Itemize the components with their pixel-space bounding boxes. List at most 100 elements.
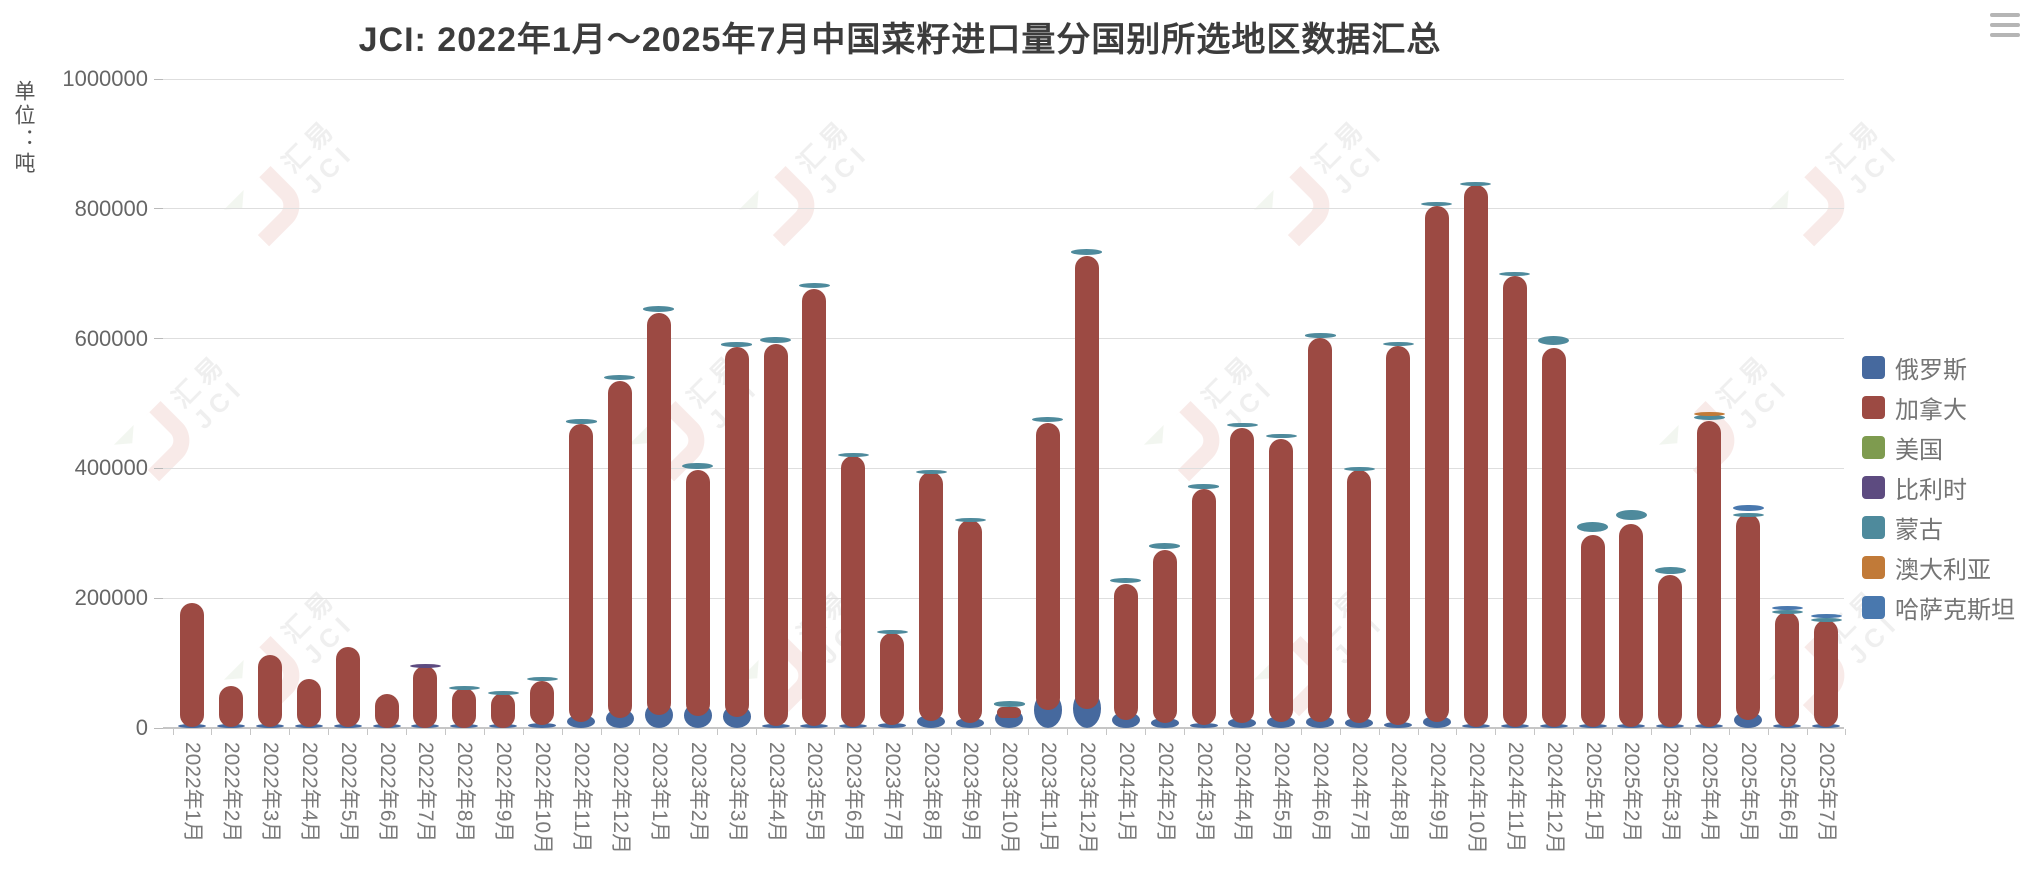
bar-segment-russia[interactable] bbox=[1150, 718, 1179, 728]
bar-segment-canada[interactable] bbox=[1697, 421, 1722, 728]
bar-segment-russia[interactable] bbox=[1267, 716, 1296, 728]
bar-segment-canada[interactable] bbox=[218, 686, 243, 728]
bar-segment-canada[interactable] bbox=[1035, 422, 1060, 711]
hamburger-menu-icon[interactable] bbox=[1990, 13, 2020, 37]
bar-segment-mongolia[interactable] bbox=[721, 342, 753, 347]
bar-segment-mongolia[interactable] bbox=[682, 462, 714, 470]
legend-item-2[interactable]: 美国 bbox=[1862, 432, 2015, 464]
bar-segment-canada[interactable] bbox=[1074, 255, 1099, 709]
legend-item-1[interactable]: 加拿大 bbox=[1862, 392, 2015, 424]
bar-segment-mongolia[interactable] bbox=[1032, 417, 1064, 423]
bar-segment-canada[interactable] bbox=[452, 687, 477, 728]
bar-segment-canada[interactable] bbox=[958, 520, 983, 724]
bar-segment-russia[interactable] bbox=[1189, 722, 1218, 728]
bar-segment-mongolia[interactable] bbox=[448, 685, 480, 690]
bar-segment-mongolia[interactable] bbox=[1071, 248, 1103, 255]
bar-segment-canada[interactable] bbox=[296, 679, 321, 728]
bar-segment-mongolia[interactable] bbox=[565, 419, 597, 424]
bar-segment-mongolia[interactable] bbox=[1188, 484, 1220, 489]
bar-segment-mongolia[interactable] bbox=[1421, 202, 1453, 207]
bar-segment-canada[interactable] bbox=[880, 632, 905, 726]
bar-segment-mongolia[interactable] bbox=[1538, 336, 1570, 346]
bar-segment-mongolia[interactable] bbox=[993, 701, 1025, 707]
bar-segment-canada[interactable] bbox=[1619, 523, 1644, 728]
bar-segment-canada[interactable] bbox=[491, 692, 516, 728]
bar-segment-russia[interactable] bbox=[1306, 716, 1335, 728]
bar-segment-mongolia[interactable] bbox=[1149, 542, 1181, 549]
bar-segment-canada[interactable] bbox=[685, 470, 710, 716]
bar-segment-mongolia[interactable] bbox=[1615, 509, 1647, 521]
bar-segment-canada[interactable] bbox=[1308, 337, 1333, 723]
bar-segment-russia[interactable] bbox=[1345, 718, 1374, 728]
bar-segment-canada[interactable] bbox=[1386, 345, 1411, 725]
bar-segment-canada[interactable] bbox=[802, 288, 827, 727]
bar-segment-mongolia[interactable] bbox=[1810, 617, 1842, 622]
bar-segment-canada[interactable] bbox=[335, 646, 360, 728]
bar-segment-mongolia[interactable] bbox=[837, 452, 869, 457]
bar-segment-russia[interactable] bbox=[800, 724, 829, 728]
bar-segment-canada[interactable] bbox=[569, 424, 594, 722]
bar-segment-canada[interactable] bbox=[1152, 549, 1177, 724]
bar-segment-canada[interactable] bbox=[257, 655, 282, 728]
bar-segment-mongolia[interactable] bbox=[1343, 467, 1375, 472]
bar-segment-mongolia[interactable] bbox=[1654, 566, 1686, 574]
bar-segment-mongolia[interactable] bbox=[1771, 609, 1803, 614]
bar-segment-russia[interactable] bbox=[1228, 718, 1257, 728]
bar-segment-mongolia[interactable] bbox=[915, 469, 947, 474]
bar-segment-canada[interactable] bbox=[607, 380, 632, 719]
bar-segment-canada[interactable] bbox=[1347, 470, 1372, 724]
bar-segment-mongolia[interactable] bbox=[1265, 433, 1297, 439]
bar-segment-mongolia[interactable] bbox=[798, 282, 830, 289]
bar-segment-australia[interactable] bbox=[1693, 411, 1725, 416]
bar-segment-mongolia[interactable] bbox=[604, 374, 636, 381]
bar-segment-canada[interactable] bbox=[1113, 583, 1138, 720]
bar-segment-mongolia[interactable] bbox=[1110, 578, 1142, 584]
bar-segment-canada[interactable] bbox=[374, 693, 399, 728]
bar-segment-canada[interactable] bbox=[1424, 206, 1449, 723]
bar-segment-mongolia[interactable] bbox=[526, 677, 558, 682]
bar-segment-mongolia[interactable] bbox=[760, 336, 792, 344]
bar-segment-canada[interactable] bbox=[1463, 185, 1488, 727]
legend-item-5[interactable]: 澳大利亚 bbox=[1862, 552, 2015, 584]
bar-segment-canada[interactable] bbox=[763, 344, 788, 727]
bar-segment-canada[interactable] bbox=[724, 347, 749, 717]
bar-segment-canada[interactable] bbox=[646, 312, 671, 715]
bar-segment-russia[interactable] bbox=[878, 722, 907, 728]
bar-segment-canada[interactable] bbox=[1814, 620, 1838, 728]
bar-segment-canada[interactable] bbox=[1580, 534, 1605, 728]
bar-segment-mongolia[interactable] bbox=[1460, 181, 1492, 186]
bar-segment-mongolia[interactable] bbox=[1577, 521, 1609, 532]
bar-segment-canada[interactable] bbox=[413, 666, 438, 728]
bar-segment-canada[interactable] bbox=[1230, 427, 1255, 724]
bar-segment-mongolia[interactable] bbox=[1693, 415, 1725, 421]
bar-segment-canada[interactable] bbox=[180, 603, 204, 728]
bar-segment-mongolia[interactable] bbox=[954, 517, 986, 522]
legend-item-3[interactable]: 比利时 bbox=[1862, 472, 2015, 504]
bar-segment-canada[interactable] bbox=[997, 707, 1021, 719]
bar-segment-mongolia[interactable] bbox=[643, 305, 675, 312]
bar-segment-canada[interactable] bbox=[1269, 438, 1294, 723]
bar-segment-russia[interactable] bbox=[1422, 716, 1451, 728]
bar-segment-canada[interactable] bbox=[1658, 575, 1683, 728]
bar-segment-russia[interactable] bbox=[956, 718, 985, 728]
bar-segment-kazakhstan[interactable] bbox=[1771, 605, 1803, 610]
bar-segment-belgium[interactable] bbox=[409, 663, 441, 668]
bar-segment-mongolia[interactable] bbox=[1382, 342, 1414, 347]
legend-item-6[interactable]: 哈萨克斯坦 bbox=[1862, 592, 2015, 624]
bar-segment-kazakhstan[interactable] bbox=[1810, 613, 1842, 618]
bar-segment-canada[interactable] bbox=[530, 680, 555, 726]
bar-segment-canada[interactable] bbox=[1736, 514, 1761, 720]
bar-segment-mongolia[interactable] bbox=[1226, 422, 1258, 428]
bar-segment-mongolia[interactable] bbox=[1499, 271, 1531, 276]
bar-segment-russia[interactable] bbox=[528, 722, 557, 728]
bar-segment-mongolia[interactable] bbox=[487, 691, 519, 695]
bar-segment-mongolia[interactable] bbox=[1732, 512, 1764, 517]
legend-item-0[interactable]: 俄罗斯 bbox=[1862, 352, 2015, 384]
bar-segment-mongolia[interactable] bbox=[876, 630, 908, 634]
bar-segment-mongolia[interactable] bbox=[1304, 333, 1336, 338]
bar-segment-canada[interactable] bbox=[1191, 489, 1216, 726]
bar-segment-canada[interactable] bbox=[1541, 347, 1566, 727]
bar-segment-canada[interactable] bbox=[1502, 275, 1527, 728]
legend-item-4[interactable]: 蒙古 bbox=[1862, 512, 2015, 544]
bar-segment-canada[interactable] bbox=[919, 472, 944, 722]
